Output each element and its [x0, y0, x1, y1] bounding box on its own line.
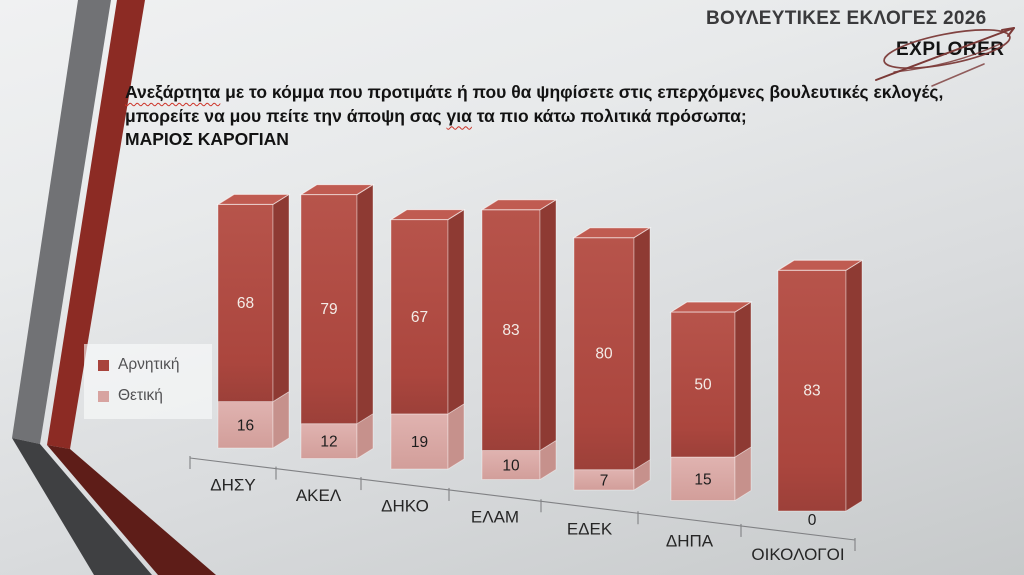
question-line-1: Ανεξάρτητα με το κόμμα που προτιμάτε ή π…	[125, 82, 944, 102]
value-label-positive: 12	[320, 434, 337, 451]
subject-name: ΜΑΡΙΟΣ ΚΑΡΟΓΙΑΝ	[125, 129, 289, 149]
value-label-negative: 68	[237, 295, 254, 312]
value-label-positive: 10	[502, 458, 520, 475]
bar-ΔΗΚΟ: 67 19	[389, 208, 466, 470]
page-title: ΒΟΥΛΕΥΤΙΚΕΣ ΕΚΛΟΓΕΣ 2026	[706, 8, 987, 29]
x-axis-label: ΟΙΚΟΛΟΓΟΙ	[751, 545, 844, 564]
explorer-logo-swoosh-icon	[875, 27, 1015, 87]
value-label-positive: 7	[600, 472, 609, 489]
value-label-negative: 83	[502, 322, 519, 339]
value-label-negative: 80	[595, 346, 613, 363]
legend-item-negative: Αρνητική	[98, 356, 194, 374]
value-label-negative: 83	[803, 383, 820, 400]
value-label-negative: 79	[320, 301, 337, 318]
bar-ΔΗΠΑ: 50 15	[669, 301, 753, 502]
ribbon-red-upper	[47, 0, 145, 449]
bar-ΕΛΑΜ: 83 10	[480, 199, 558, 481]
x-axis-label: ΔΗΣΥ	[210, 475, 255, 494]
legend-item-positive: Θετική	[98, 387, 194, 405]
x-axis-label: ΔΗΚΟ	[381, 497, 429, 516]
chart-legend: Αρνητική Θετική	[84, 344, 212, 419]
legend-label-positive: Θετική	[118, 387, 163, 404]
ribbon-red-lower	[47, 445, 216, 575]
x-axis-label: ΕΛΑΜ	[471, 508, 519, 527]
x-axis-label: ΕΔΕΚ	[567, 519, 613, 538]
legend-swatch-negative-icon	[98, 359, 109, 371]
bar-ΕΔΕΚ: 80 7	[572, 226, 652, 491]
bar-ΔΗΣΥ: 68 16	[216, 193, 291, 449]
question-text: Ανεξάρτητα με το κόμμα που προτιμάτε ή π…	[125, 81, 975, 152]
explorer-logo-text: EXPLORER	[896, 39, 1005, 60]
x-axis: ΔΗΣΥ ΑΚΕΛ ΔΗΚΟ ΕΛΑΜ ΕΔΕΚ ΔΗΠΑ ΟΙΚΟΛΟΓΟΙ	[189, 456, 856, 564]
question-word-underlined: Ανεξάρτητα	[125, 82, 221, 102]
value-label-negative: 50	[694, 377, 712, 394]
value-label-negative: 67	[411, 309, 428, 326]
x-axis-label: ΑΚΕΛ	[296, 486, 342, 505]
bar-ΟΙΚΟΛΟΓΟΙ: 83 0	[776, 259, 864, 529]
bar-ΑΚΕΛ: 79 12	[299, 183, 375, 460]
legend-swatch-positive-icon	[98, 390, 109, 402]
x-axis-label: ΔΗΠΑ	[666, 532, 714, 551]
value-label-positive: 16	[237, 417, 254, 434]
explorer-logo: EXPLORER	[872, 20, 1022, 92]
legend-label-negative: Αρνητική	[118, 356, 180, 373]
question-line-2: μπορείτε να μου πείτε την άποψη σας για …	[125, 105, 747, 126]
question-word-underlined-2: για	[446, 105, 472, 126]
ribbon-gray-upper	[12, 0, 111, 444]
value-label-positive: 15	[694, 471, 711, 488]
value-label-positive: 19	[411, 434, 428, 451]
value-label-positive: 0	[808, 512, 817, 529]
ribbon-gray-lower	[12, 438, 152, 575]
